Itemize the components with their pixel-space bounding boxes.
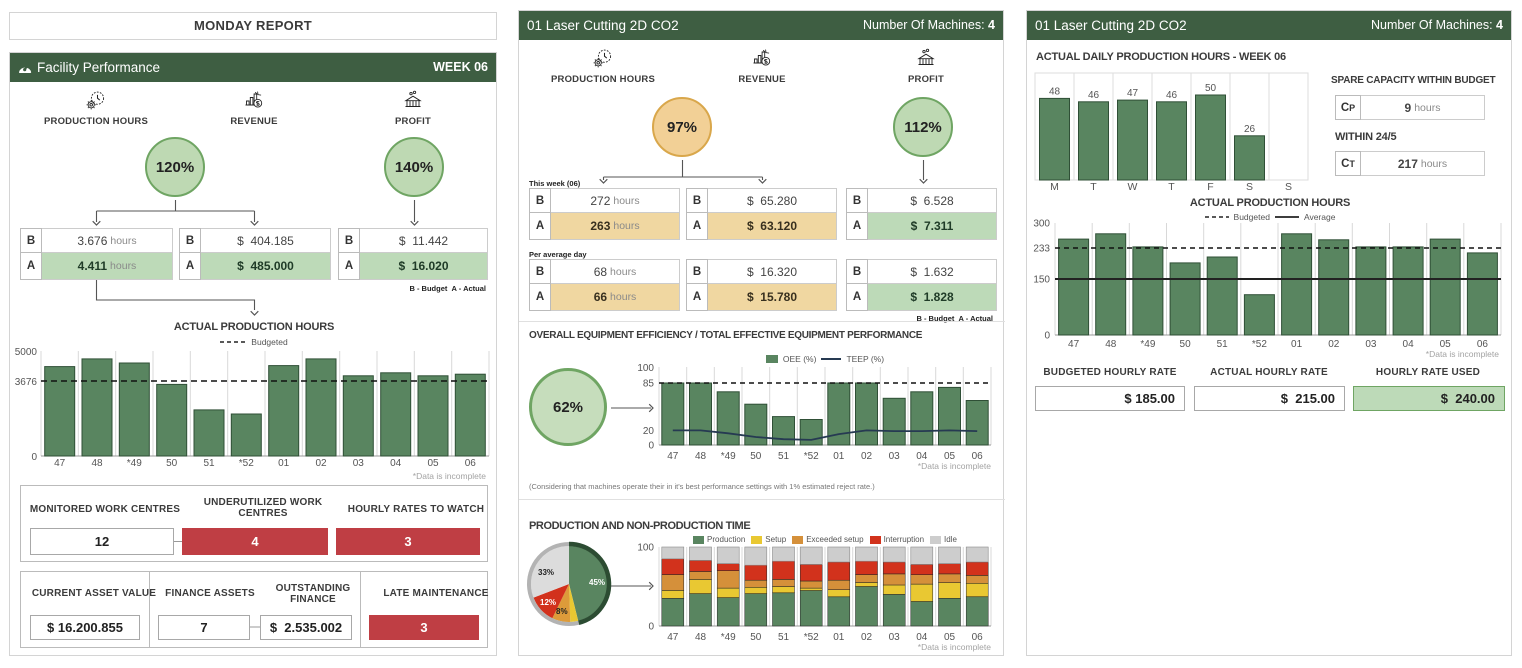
svg-text:51: 51 bbox=[1217, 339, 1229, 350]
svg-text:100: 100 bbox=[637, 363, 654, 374]
svg-text:03: 03 bbox=[889, 451, 901, 462]
svg-text:*52: *52 bbox=[239, 458, 254, 469]
svg-text:T: T bbox=[1168, 181, 1175, 193]
svg-text:85: 85 bbox=[643, 379, 655, 390]
svg-text:*52: *52 bbox=[1252, 339, 1267, 350]
svg-text:48: 48 bbox=[695, 451, 707, 462]
svg-text:*52: *52 bbox=[804, 451, 819, 462]
svg-text:06: 06 bbox=[972, 632, 984, 643]
svg-text:47: 47 bbox=[667, 451, 679, 462]
svg-text:0: 0 bbox=[1044, 331, 1050, 342]
svg-text:5000: 5000 bbox=[15, 347, 38, 358]
svg-text:33%: 33% bbox=[538, 568, 554, 577]
svg-text:300: 300 bbox=[1033, 219, 1050, 230]
svg-text:51: 51 bbox=[203, 458, 215, 469]
svg-text:01: 01 bbox=[1291, 339, 1303, 350]
svg-text:100: 100 bbox=[637, 543, 654, 554]
svg-text:06: 06 bbox=[1477, 339, 1489, 350]
svg-text:48: 48 bbox=[695, 632, 707, 643]
svg-text:05: 05 bbox=[944, 451, 956, 462]
svg-text:02: 02 bbox=[315, 458, 327, 469]
svg-text:50: 50 bbox=[750, 451, 762, 462]
svg-text:*49: *49 bbox=[721, 632, 736, 643]
svg-text:S: S bbox=[1246, 181, 1253, 193]
svg-text:W: W bbox=[1128, 181, 1138, 193]
svg-text:47: 47 bbox=[1127, 88, 1139, 99]
svg-text:04: 04 bbox=[916, 632, 928, 643]
svg-text:50: 50 bbox=[1180, 339, 1192, 350]
svg-text:51: 51 bbox=[778, 632, 790, 643]
svg-text:0: 0 bbox=[648, 622, 654, 633]
svg-text:48: 48 bbox=[91, 458, 103, 469]
svg-text:47: 47 bbox=[667, 632, 679, 643]
svg-text:20: 20 bbox=[643, 426, 655, 437]
svg-text:03: 03 bbox=[1365, 339, 1377, 350]
svg-text:01: 01 bbox=[833, 632, 845, 643]
svg-text:05: 05 bbox=[1440, 339, 1452, 350]
svg-text:M: M bbox=[1050, 181, 1059, 193]
svg-text:06: 06 bbox=[972, 451, 984, 462]
svg-text:50: 50 bbox=[750, 632, 762, 643]
svg-text:46: 46 bbox=[1088, 90, 1100, 101]
svg-text:51: 51 bbox=[778, 451, 790, 462]
svg-text:26: 26 bbox=[1244, 124, 1256, 135]
svg-text:233: 233 bbox=[1033, 244, 1050, 255]
svg-text:47: 47 bbox=[54, 458, 66, 469]
svg-text:01: 01 bbox=[833, 451, 845, 462]
svg-text:06: 06 bbox=[465, 458, 477, 469]
svg-text:*52: *52 bbox=[804, 632, 819, 643]
svg-text:150: 150 bbox=[1033, 275, 1050, 286]
svg-text:*49: *49 bbox=[721, 451, 736, 462]
svg-text:3676: 3676 bbox=[15, 377, 38, 388]
svg-text:02: 02 bbox=[861, 451, 873, 462]
svg-text:F: F bbox=[1207, 181, 1213, 193]
svg-text:48: 48 bbox=[1105, 339, 1117, 350]
svg-text:05: 05 bbox=[427, 458, 439, 469]
svg-text:*49: *49 bbox=[127, 458, 142, 469]
svg-text:01: 01 bbox=[278, 458, 290, 469]
svg-text:S: S bbox=[1285, 181, 1292, 193]
svg-text:48: 48 bbox=[1049, 86, 1061, 97]
svg-text:46: 46 bbox=[1166, 90, 1178, 101]
svg-text:02: 02 bbox=[861, 632, 873, 643]
svg-text:0: 0 bbox=[648, 441, 654, 452]
svg-text:03: 03 bbox=[353, 458, 365, 469]
svg-text:T: T bbox=[1090, 181, 1097, 193]
svg-text:12%: 12% bbox=[540, 598, 556, 607]
svg-text:03: 03 bbox=[889, 632, 901, 643]
svg-text:8%: 8% bbox=[556, 607, 568, 616]
svg-text:45%: 45% bbox=[589, 578, 605, 587]
svg-text:05: 05 bbox=[944, 632, 956, 643]
svg-text:0: 0 bbox=[31, 452, 37, 463]
svg-text:*49: *49 bbox=[1140, 339, 1155, 350]
svg-text:50: 50 bbox=[166, 458, 178, 469]
svg-text:04: 04 bbox=[390, 458, 402, 469]
svg-text:47: 47 bbox=[1068, 339, 1080, 350]
svg-text:02: 02 bbox=[1328, 339, 1340, 350]
svg-text:04: 04 bbox=[916, 451, 928, 462]
svg-text:04: 04 bbox=[1403, 339, 1415, 350]
svg-text:50: 50 bbox=[1205, 83, 1217, 94]
